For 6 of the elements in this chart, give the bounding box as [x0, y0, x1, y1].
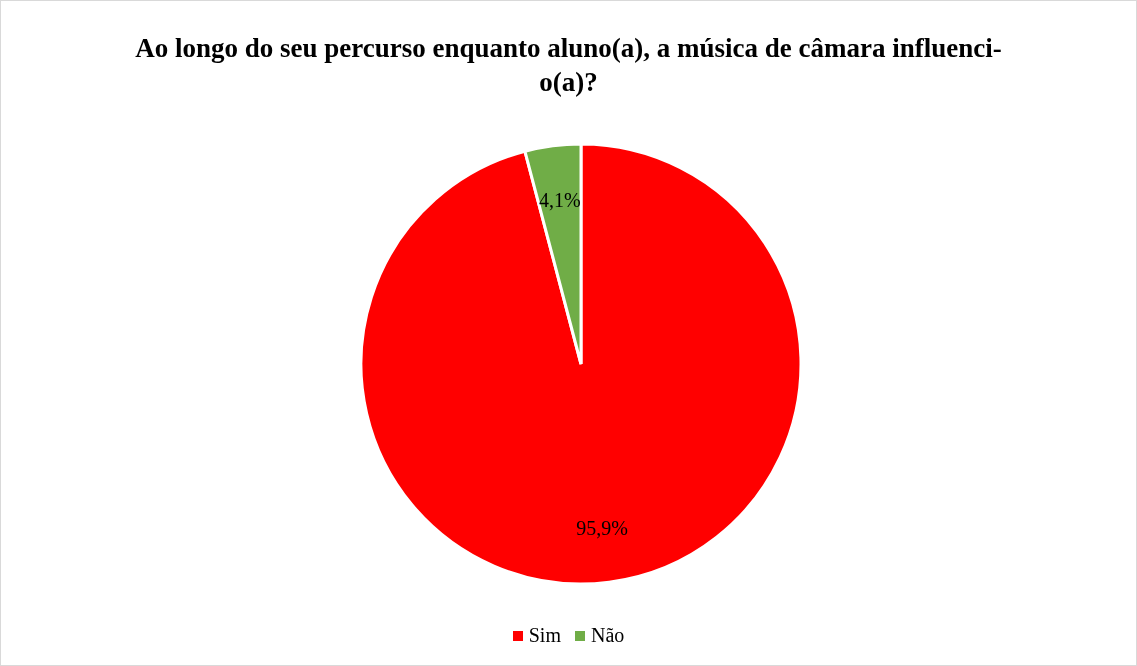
pie-slice	[359, 142, 803, 586]
legend-label: Não	[590, 624, 625, 647]
legend-label: Sim	[528, 624, 561, 647]
data-label: 4,1%	[538, 189, 581, 212]
chart-title: Ao longo do seu percurso enquanto aluno(a), a música de câmara influenci-o(a)?	[134, 32, 1003, 99]
data-label: 95,9%	[576, 516, 629, 539]
